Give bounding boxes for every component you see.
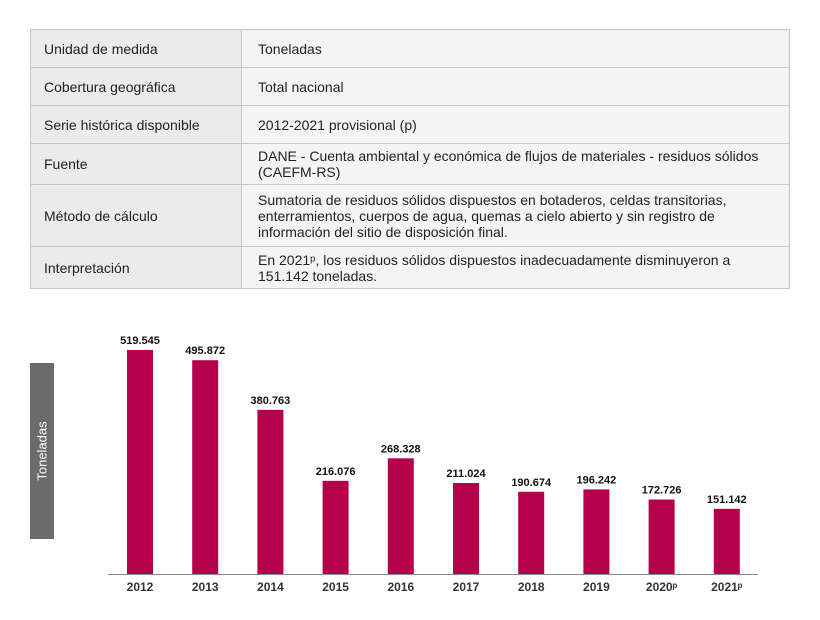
bar-2020ᵖ — [648, 499, 675, 574]
bar-2016 — [387, 458, 414, 574]
indicator-info-table: Unidad de medida Toneladas Cobertura geo… — [30, 29, 790, 289]
x-tick-label: 2012 — [127, 580, 154, 594]
x-tick-label: 2015 — [322, 580, 349, 594]
info-row-metodo: Método de cálculo Sumatoria de residuos … — [30, 184, 790, 247]
info-label: Método de cálculo — [30, 184, 242, 247]
bar-value-label: 380.763 — [251, 395, 291, 407]
bar-2014 — [257, 409, 284, 574]
info-value: Toneladas — [241, 29, 790, 68]
x-tick-label: 2014 — [257, 580, 284, 594]
x-tick-label: 2013 — [192, 580, 219, 594]
info-label: Cobertura geográfica — [30, 67, 242, 106]
info-value: Total nacional — [241, 67, 790, 106]
info-label: Unidad de medida — [30, 29, 242, 68]
info-value: 2012-2021 provisional (p) — [241, 105, 790, 144]
bar-value-label: 268.328 — [381, 443, 421, 455]
x-tick-label: 2020ᵖ — [646, 580, 678, 594]
bar-value-label: 196.242 — [577, 474, 617, 486]
info-row-unidad: Unidad de medida Toneladas — [30, 29, 790, 68]
x-tick-label: 2021ᵖ — [711, 580, 743, 594]
bar-value-label: 211.024 — [446, 468, 486, 480]
x-tick-label: 2018 — [518, 580, 545, 594]
bar-2015 — [322, 480, 349, 574]
bar-2019 — [583, 489, 610, 574]
info-row-fuente: Fuente DANE - Cuenta ambiental y económi… — [30, 143, 790, 185]
bar-value-label: 172.726 — [642, 485, 682, 497]
info-value: Sumatoria de residuos sólidos dispuestos… — [241, 184, 790, 247]
bar-value-label: 151.142 — [707, 494, 747, 506]
y-axis-label-box: Toneladas — [30, 363, 54, 539]
bar-2013 — [192, 360, 219, 574]
info-row-serie: Serie histórica disponible 2012-2021 pro… — [30, 105, 790, 144]
info-value: En 2021ᵖ, los residuos sólidos dispuesto… — [241, 246, 790, 289]
x-tick-label: 2019 — [583, 580, 610, 594]
info-label: Interpretación — [30, 246, 242, 289]
info-value: DANE - Cuenta ambiental y económica de f… — [241, 143, 790, 185]
bar-value-label: 519.545 — [120, 335, 160, 347]
x-tick-label: 2017 — [453, 580, 480, 594]
info-row-interpretacion: Interpretación En 2021ᵖ, los residuos só… — [30, 246, 790, 289]
bar-2021ᵖ — [713, 508, 740, 574]
x-tick-label: 2016 — [387, 580, 414, 594]
info-label: Serie histórica disponible — [30, 105, 242, 144]
bar-2018 — [518, 491, 545, 574]
info-row-cobertura: Cobertura geográfica Total nacional — [30, 67, 790, 106]
bar-value-label: 495.872 — [185, 345, 225, 357]
bar-value-label: 216.076 — [316, 466, 356, 478]
info-label: Fuente — [30, 143, 242, 185]
bar-2017 — [453, 483, 479, 574]
bar-chart: 519.545 2012 495.872 2013 380.763 2014 216.076… — [108, 335, 758, 594]
bar-value-label: 190.674 — [511, 477, 552, 489]
bar-2012 — [127, 350, 153, 574]
